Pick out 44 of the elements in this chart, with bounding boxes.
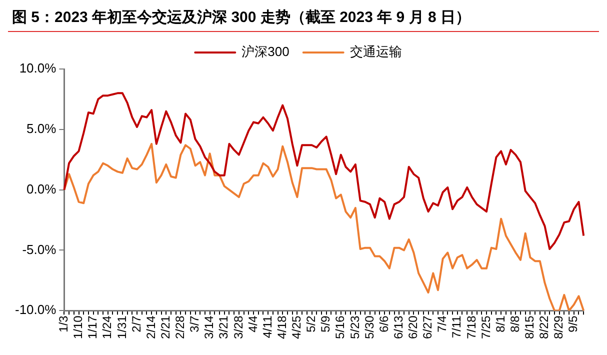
x-tick-label: 5/30 [362,315,376,340]
x-tick-label: 4/11 [260,315,274,338]
x-tick-label: 6/20 [406,315,420,340]
chart-title: 图 5：2023 年初至今交运及沪深 300 走势（截至 2023 年 9 月 8 日） [8,8,599,32]
x-tick-label: 9/5 [566,315,580,332]
x-tick-label: 7/4 [435,315,450,332]
x-tick-label: 3/7 [188,315,202,332]
x-tick-label: 2/28 [173,315,188,340]
x-tick-label: 2/14 [144,315,158,340]
x-tick-label: 7/25 [478,315,493,340]
x-tick-label: 1/24 [100,315,114,340]
x-tick-label: 8/8 [508,315,522,332]
x-tick-label: 6/13 [391,315,406,340]
legend-label: 交通运输 [350,44,402,60]
x-tick-label: 8/15 [522,315,537,340]
y-tick-label: 5.0% [26,120,57,136]
y-tick-label: -10.0% [14,302,57,318]
x-tick-label: 8/29 [552,315,566,340]
x-tick-label: 4/25 [290,315,304,340]
x-tick-label: 1/10 [71,315,86,340]
x-tick-label: 3/21 [216,315,231,340]
x-tick-label: 1/17 [86,315,100,340]
y-tick-label: 0.0% [26,181,57,196]
x-tick-label: 6/6 [376,315,391,332]
x-tick-label: 8/1 [493,315,508,332]
x-tick-label: 5/9 [318,315,333,332]
x-tick-label: 3/28 [231,315,246,340]
x-tick-label: 6/27 [420,315,435,340]
x-tick-label: 2/7 [129,315,144,332]
legend-label: 沪深300 [242,44,290,60]
x-tick-label: 5/2 [304,315,318,332]
x-tick-label: 2/21 [158,315,172,340]
x-tick-label: 8/22 [537,315,552,340]
x-tick-label: 4/18 [274,315,289,340]
x-tick-label: 4/4 [246,315,260,332]
x-tick-label: 5/16 [333,315,348,340]
x-tick-label: 1/3 [56,315,70,332]
x-tick-label: 7/11 [450,315,464,338]
x-tick-label: 1/31 [114,315,129,340]
x-tick-label: 3/14 [202,315,216,340]
x-tick-label: 7/18 [464,315,478,340]
y-tick-label: 10.0% [19,60,57,76]
y-tick-label: -5.0% [22,242,57,257]
x-tick-label: 5/23 [348,315,362,340]
